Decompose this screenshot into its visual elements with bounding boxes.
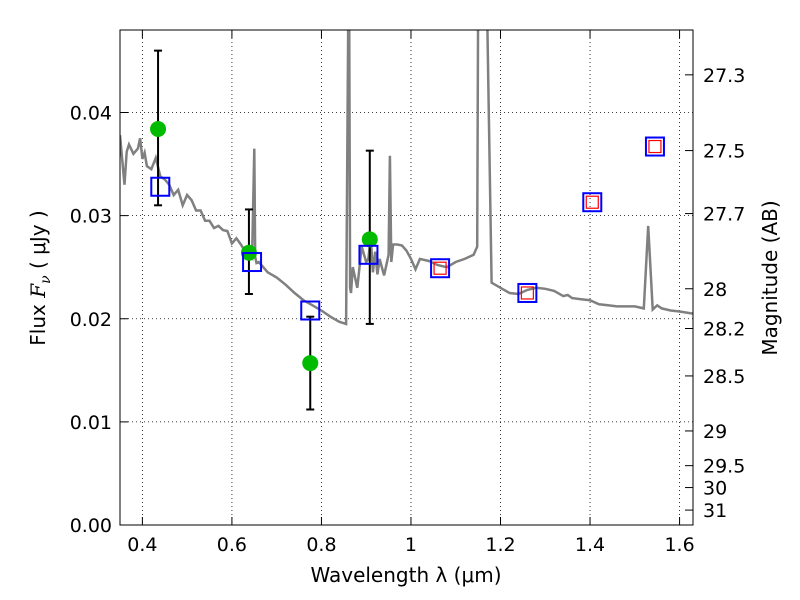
model-photometry-square xyxy=(242,252,263,273)
observed-point xyxy=(302,355,319,372)
y-axis-label-post: ( μJy ) xyxy=(26,210,50,275)
y-axis-label-var: F xyxy=(26,283,50,299)
y-tick-label: 0.01 xyxy=(70,412,112,434)
x-tick-label: 0.8 xyxy=(306,534,336,556)
magnitude-tick-label: 31 xyxy=(703,500,727,522)
magnitude-tick-label: 30 xyxy=(703,478,727,500)
magnitude-tick-label: 28 xyxy=(703,279,727,301)
plot-area xyxy=(120,30,693,411)
x-tick-label: 0.6 xyxy=(217,534,247,556)
x-tick-label: 1.6 xyxy=(664,534,694,556)
error-bars xyxy=(154,49,374,411)
magnitude-tick-label: 28.5 xyxy=(703,366,745,388)
magnitude-tick-label: 29.5 xyxy=(703,456,745,478)
magnitude-tick-label: 29 xyxy=(703,421,727,443)
x-axis-label: Wavelength λ (μm) xyxy=(310,563,501,587)
y-tick-label: 0.00 xyxy=(70,515,112,537)
model-photometry-square xyxy=(582,192,603,213)
x-axis-ticks: 0.4 0.6 0.8 1 1.2 1.4 1.6 xyxy=(127,30,695,556)
model-photometry-square xyxy=(300,300,321,321)
magnitude-tick-label: 27.3 xyxy=(703,65,745,87)
model-photometry-markers xyxy=(150,136,665,321)
magnitude-tick-label: 27.5 xyxy=(703,141,745,163)
y-axis-label-pre: Flux xyxy=(26,298,50,346)
y-tick-label: 0.04 xyxy=(70,103,112,125)
plot-frame xyxy=(119,29,694,526)
grid-lines xyxy=(120,30,693,526)
model-photometry-inner-square xyxy=(585,195,599,209)
y-axis-label-sub: ν xyxy=(38,275,54,284)
model-photometry-square xyxy=(150,176,171,197)
y-axis-label: Flux Fν ( μJy ) xyxy=(26,210,54,345)
observed-point xyxy=(150,121,167,137)
x-tick-label: 0.4 xyxy=(127,534,157,556)
model-photometry-inner-square xyxy=(520,286,534,300)
y-tick-label: 0.03 xyxy=(70,206,112,228)
model-photometry-inner-square xyxy=(433,261,447,275)
x-tick-label: 1.4 xyxy=(575,534,605,556)
model-spectrum-line xyxy=(120,30,693,326)
observed-point xyxy=(361,231,378,248)
magnitude-tick-label: 27.7 xyxy=(703,204,745,226)
model-photometry-inner-square xyxy=(648,139,662,154)
model-photometry-square xyxy=(430,258,451,279)
magnitude-tick-label: 28.2 xyxy=(703,318,745,340)
y-axis-ticks: 0.00 0.01 0.02 0.03 0.04 xyxy=(70,103,128,537)
model-photometry-square xyxy=(644,136,665,157)
observed-points xyxy=(150,121,378,372)
magnitude-axis-label: Magnitude (AB) xyxy=(758,200,782,355)
model-photometry-square xyxy=(517,282,538,303)
x-tick-label: 1 xyxy=(405,534,417,556)
y-tick-label: 0.02 xyxy=(70,309,112,331)
model-photometry-square xyxy=(358,244,379,265)
x-tick-label: 1.2 xyxy=(485,534,515,556)
